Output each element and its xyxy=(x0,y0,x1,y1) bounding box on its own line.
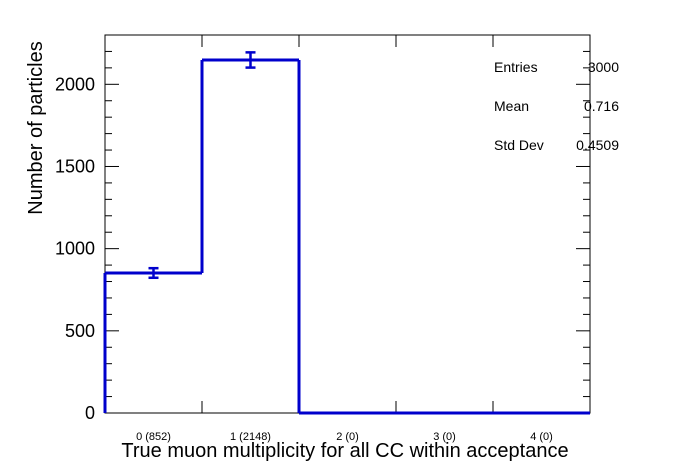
stats-std-label: Std Dev xyxy=(494,137,544,153)
y-axis-ticks: 0 500 1000 1500 2000 xyxy=(55,34,590,423)
stats-entries-label: Entries xyxy=(494,59,538,75)
y-tick-label: 1500 xyxy=(55,156,95,176)
error-bars xyxy=(148,51,256,280)
y-axis-title: Number of particles xyxy=(25,41,47,214)
y-tick-label: 500 xyxy=(65,321,95,341)
stats-mean-label: Mean xyxy=(494,98,529,114)
y-tick-label: 0 xyxy=(85,403,95,423)
histogram-bars xyxy=(103,58,590,415)
stats-mean-value: 0.716 xyxy=(584,98,619,114)
y-tick-label: 2000 xyxy=(55,74,95,94)
x-tick-label: 0 (852) xyxy=(136,431,171,443)
x-tick-label: 2 (0) xyxy=(336,431,359,443)
stats-entries-value: 3000 xyxy=(588,59,619,75)
x-tick-label: 1 (2148) xyxy=(230,431,271,443)
stats-box: Entries 3000 Mean 0.716 Std Dev 0.4509 xyxy=(494,59,619,153)
x-tick-label: 3 (0) xyxy=(433,431,456,443)
plot-frame xyxy=(104,34,591,414)
y-tick-label: 1000 xyxy=(55,239,95,259)
x-axis-ticks: 0 (852) 1 (2148) 2 (0) 3 (0) 4 (0) xyxy=(104,35,591,443)
plot-border xyxy=(104,34,591,414)
stats-std-value: 0.4509 xyxy=(576,137,619,153)
x-axis-title: True muon multiplicity for all CC within… xyxy=(121,440,568,462)
x-tick-label: 4 (0) xyxy=(530,431,553,443)
